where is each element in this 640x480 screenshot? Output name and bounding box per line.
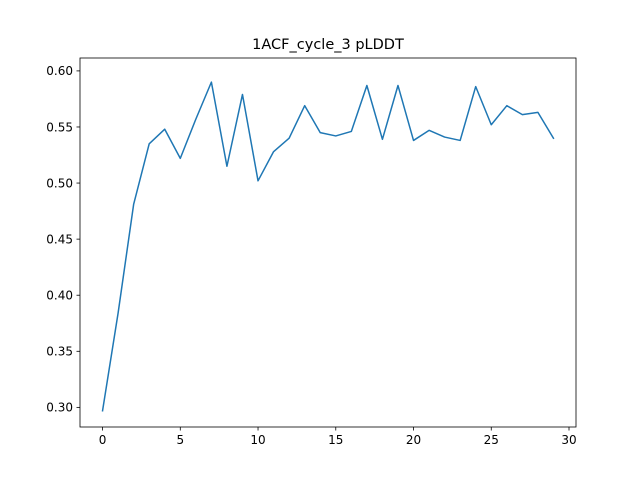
x-tick-label: 10: [250, 433, 265, 447]
axes-frame: [79, 57, 577, 428]
x-tick-label: 0: [99, 433, 107, 447]
y-tick-label: 0.55: [46, 120, 73, 134]
y-tick-label: 0.35: [46, 345, 73, 359]
chart-title: 1ACF_cycle_3 pLDDT: [252, 37, 404, 53]
y-tick-label: 0.50: [46, 176, 73, 190]
x-tick-label: 15: [328, 433, 343, 447]
plot-area: 0 5 10 15 20 25 30 0.30 0.35 0.40 0.45 0.50 0.55 0.60: [46, 57, 577, 447]
x-tick-label: 30: [561, 433, 576, 447]
x-tick-label: 20: [406, 433, 421, 447]
x-tick-label: 5: [176, 433, 184, 447]
x-tick-label: 25: [484, 433, 499, 447]
y-tick-label: 0.30: [46, 401, 73, 415]
series-line-0: [101, 81, 555, 412]
y-tick-label: 0.45: [46, 232, 73, 246]
y-tick-label: 0.40: [46, 289, 73, 303]
y-tick-label: 0.60: [46, 64, 73, 78]
